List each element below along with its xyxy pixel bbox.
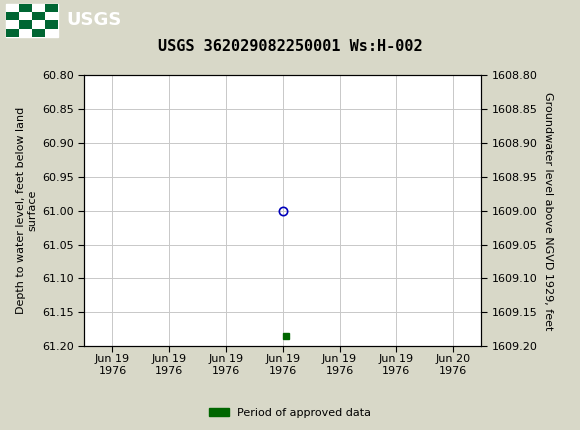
Y-axis label: Depth to water level, feet below land
surface: Depth to water level, feet below land su… bbox=[16, 107, 38, 314]
Bar bbox=[6, 4, 19, 12]
Bar bbox=[32, 12, 45, 20]
Bar bbox=[6, 28, 19, 37]
Y-axis label: Groundwater level above NGVD 1929, feet: Groundwater level above NGVD 1929, feet bbox=[543, 92, 553, 330]
Bar bbox=[45, 4, 58, 12]
Bar bbox=[45, 20, 58, 28]
Bar bbox=[19, 4, 32, 12]
Bar bbox=[6, 4, 58, 37]
Text: USGS: USGS bbox=[67, 12, 122, 29]
Bar bbox=[6, 20, 19, 28]
Bar bbox=[6, 12, 19, 20]
Text: USGS 362029082250001 Ws:H-002: USGS 362029082250001 Ws:H-002 bbox=[158, 39, 422, 54]
Bar bbox=[32, 20, 45, 28]
Bar bbox=[19, 12, 32, 20]
Bar bbox=[19, 20, 32, 28]
Bar bbox=[45, 12, 58, 20]
Bar bbox=[32, 28, 45, 37]
Bar bbox=[19, 28, 32, 37]
Legend: Period of approved data: Period of approved data bbox=[204, 403, 376, 422]
Bar bbox=[45, 28, 58, 37]
Bar bbox=[32, 4, 45, 12]
